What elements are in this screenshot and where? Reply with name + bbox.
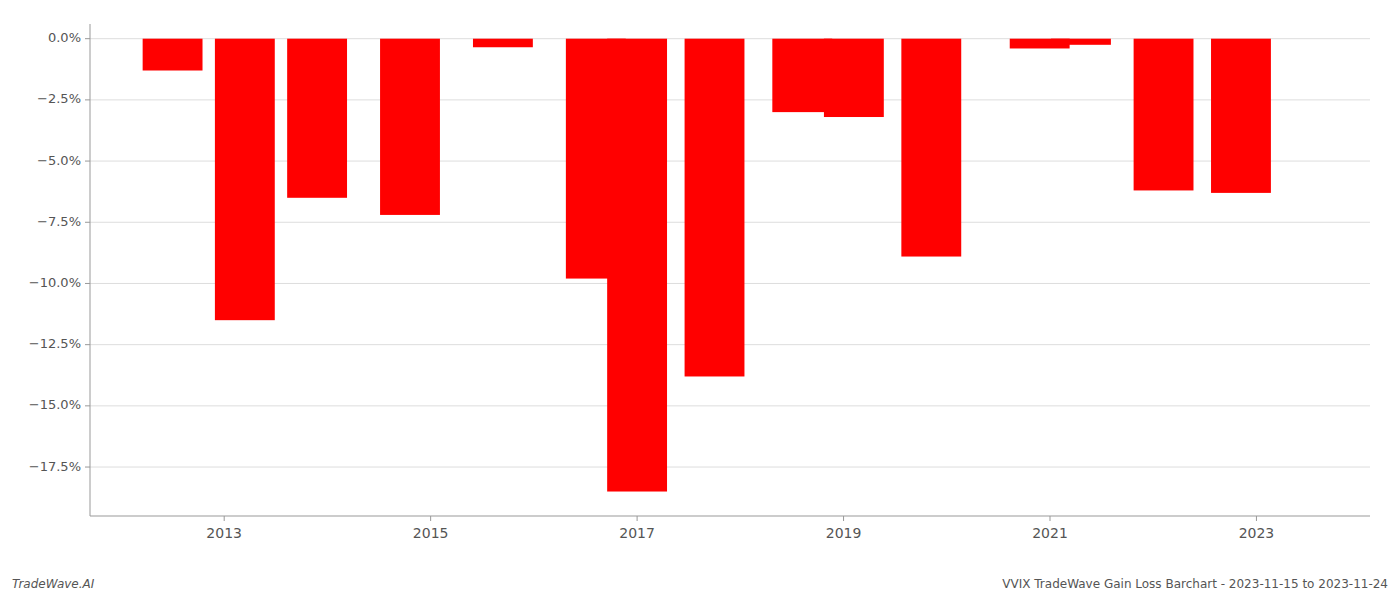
y-axis-line [90, 24, 91, 516]
bar [685, 39, 745, 377]
y-tick [85, 99, 90, 100]
y-tick [85, 344, 90, 345]
y-tick [85, 405, 90, 406]
y-tick-label: −2.5% [37, 91, 81, 106]
x-tick-label: 2023 [1239, 525, 1275, 541]
x-tick [430, 516, 431, 521]
bar [824, 39, 884, 117]
x-tick [224, 516, 225, 521]
grid-line [90, 467, 1370, 468]
y-tick-label: −5.0% [37, 153, 81, 168]
y-tick-label: 0.0% [48, 30, 81, 45]
x-tick-label: 2017 [619, 525, 655, 541]
grid [90, 39, 1370, 467]
y-tick [85, 467, 90, 468]
bar [1051, 39, 1111, 45]
y-tick-label: −10.0% [29, 275, 81, 290]
x-tick [637, 516, 638, 521]
x-axis-line [90, 515, 1370, 516]
x-tick-label: 2015 [413, 525, 449, 541]
x-tick [843, 516, 844, 521]
bar [215, 39, 275, 320]
x-tick-label: 2019 [826, 525, 862, 541]
bar [473, 39, 533, 48]
y-tick-label: −17.5% [29, 459, 81, 474]
y-tick-label: −12.5% [29, 336, 81, 351]
y-axis: 0.0% −2.5% −5.0% −7.5% −10.0% −12.5% −15.0% −17… [29, 30, 90, 473]
footer-left: TradeWave.AI [12, 577, 95, 591]
bars [143, 39, 1271, 492]
bar [380, 39, 440, 215]
chart-svg: 0.0% −2.5% −5.0% −7.5% −10.0% −12.5% −15.0% −17… [0, 0, 1400, 600]
bar [901, 39, 961, 257]
bar [287, 39, 347, 198]
chart-container: 0.0% −2.5% −5.0% −7.5% −10.0% −12.5% −15.0% −17… [0, 0, 1400, 600]
grid-line [90, 405, 1370, 406]
y-tick [85, 222, 90, 223]
bar [1134, 39, 1194, 191]
y-tick-label: −7.5% [37, 214, 81, 229]
x-tick [1256, 516, 1257, 521]
y-tick [85, 283, 90, 284]
x-tick-label: 2021 [1032, 525, 1068, 541]
x-tick-label: 2013 [206, 525, 242, 541]
y-tick [85, 161, 90, 162]
x-axis: 2013 2015 2017 2019 2021 2023 [206, 516, 1274, 541]
bar [772, 39, 832, 112]
x-tick [1050, 516, 1051, 521]
footer-right: VVIX TradeWave Gain Loss Barchart - 2023… [1002, 577, 1388, 591]
bar [607, 39, 667, 492]
y-tick-label: −15.0% [29, 397, 81, 412]
bar [1211, 39, 1271, 193]
y-tick [85, 38, 90, 39]
bar [143, 39, 203, 71]
